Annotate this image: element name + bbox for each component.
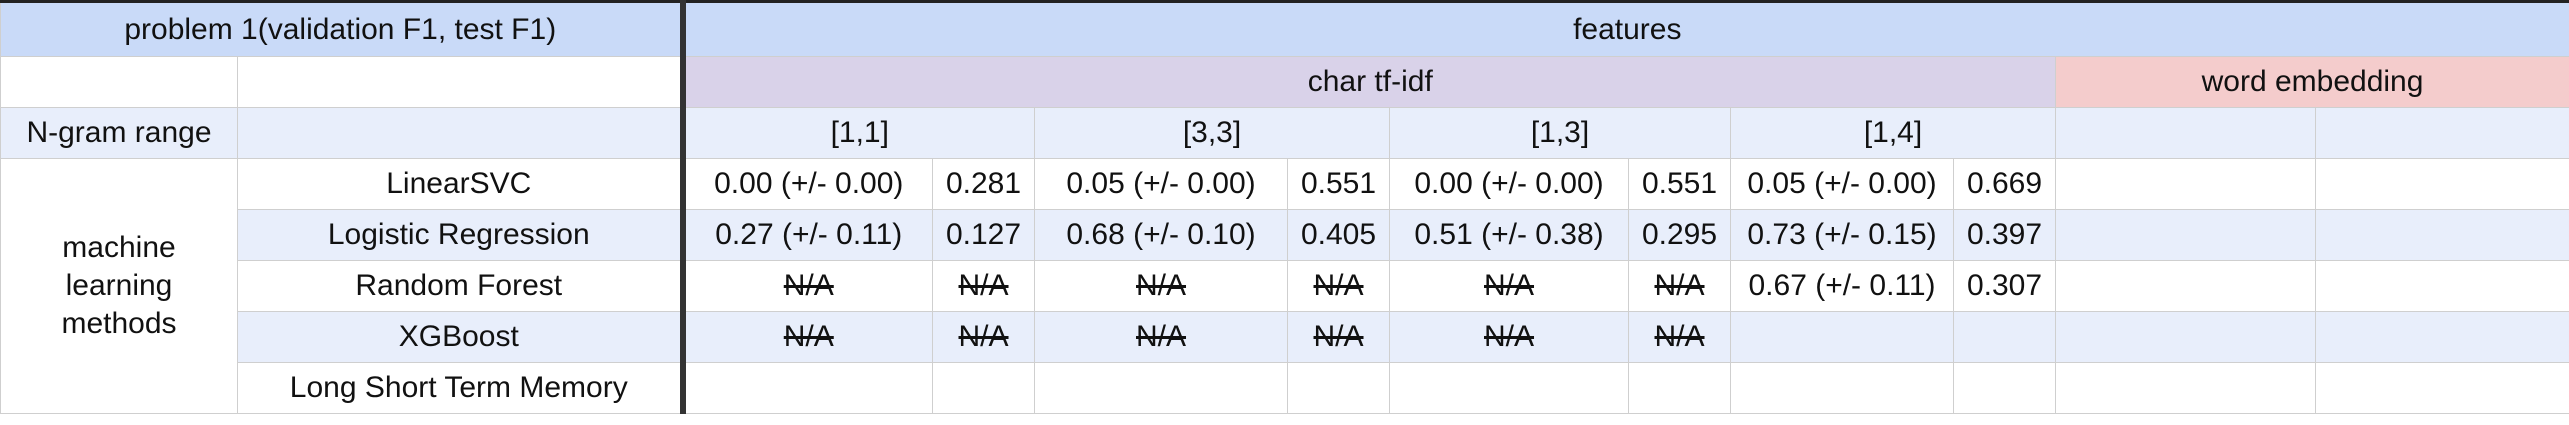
score-cell[interactable]: N/A [1287, 311, 1391, 363]
score-cell[interactable]: 0.127 [932, 209, 1036, 261]
score-cell[interactable] [2055, 209, 2317, 261]
score-cell[interactable] [932, 362, 1036, 414]
score-cell[interactable] [2055, 260, 2317, 312]
ngram-label-cell[interactable]: N-gram range [0, 107, 238, 159]
score-cell[interactable] [1730, 311, 1955, 363]
score-cell[interactable] [2315, 209, 2569, 261]
score-cell[interactable]: 0.295 [1628, 209, 1732, 261]
score-cell[interactable] [2055, 158, 2317, 210]
score-cell[interactable]: N/A [1389, 260, 1630, 312]
score-cell[interactable]: 0.405 [1287, 209, 1391, 261]
score-cell[interactable]: 0.27 (+/- 0.11) [682, 209, 934, 261]
score-cell[interactable] [1730, 362, 1955, 414]
score-cell[interactable] [1628, 362, 1732, 414]
score-cell[interactable]: N/A [1034, 260, 1289, 312]
results-table: problem 1(validation F1, test F1) featur… [0, 0, 2569, 414]
method-name-cell[interactable]: Long Short Term Memory [236, 362, 686, 414]
score-cell[interactable]: 0.397 [1953, 209, 2057, 261]
score-cell[interactable]: 0.68 (+/- 0.10) [1034, 209, 1289, 261]
ngram-range-cell[interactable]: [1,1] [682, 107, 1036, 159]
score-cell[interactable] [1389, 362, 1630, 414]
score-cell[interactable]: N/A [682, 311, 934, 363]
score-cell[interactable] [2055, 311, 2317, 363]
score-cell[interactable]: N/A [1034, 311, 1289, 363]
score-cell[interactable] [1953, 362, 2057, 414]
score-cell[interactable]: 0.281 [932, 158, 1036, 210]
method-name-cell[interactable]: XGBoost [236, 311, 686, 363]
score-cell[interactable]: 0.05 (+/- 0.00) [1730, 158, 1955, 210]
table-row: Random Forest N/A N/A N/A N/A N/A N/A 0.… [1, 260, 2569, 312]
header-row-1: problem 1(validation F1, test F1) featur… [0, 0, 2569, 57]
score-cell[interactable] [2315, 260, 2569, 312]
score-cell[interactable]: N/A [932, 311, 1036, 363]
table-row: Logistic Regression 0.27 (+/- 0.11) 0.12… [1, 209, 2569, 261]
score-cell[interactable]: N/A [1628, 260, 1732, 312]
word-embedding-header-cell[interactable]: word embedding [2055, 56, 2569, 108]
score-cell[interactable]: 0.669 [1953, 158, 2057, 210]
method-name-cell[interactable]: Logistic Regression [236, 209, 686, 261]
score-cell[interactable]: N/A [1628, 311, 1732, 363]
table-row: machine learning methods LinearSVC 0.00 … [0, 158, 2569, 414]
score-cell[interactable] [2315, 311, 2569, 363]
score-cell[interactable]: 0.551 [1628, 158, 1732, 210]
score-cell[interactable] [1034, 362, 1289, 414]
score-cell[interactable]: 0.307 [1953, 260, 2057, 312]
score-cell[interactable]: 0.00 (+/- 0.00) [1389, 158, 1630, 210]
empty-cell[interactable] [2315, 107, 2569, 159]
empty-cell[interactable] [2055, 107, 2317, 159]
ngram-row: N-gram range [1,1] [3,3] [1,3] [1,4] [0, 107, 2569, 159]
score-cell[interactable]: 0.51 (+/- 0.38) [1389, 209, 1630, 261]
empty-cell[interactable] [0, 56, 238, 108]
score-cell[interactable]: 0.67 (+/- 0.11) [1730, 260, 1955, 312]
problem-title-cell[interactable]: problem 1(validation F1, test F1) [0, 0, 686, 57]
empty-cell[interactable] [236, 56, 686, 108]
score-cell[interactable]: N/A [1287, 260, 1391, 312]
char-tfidf-header-cell[interactable]: char tf-idf [682, 56, 2057, 108]
score-cell[interactable]: 0.05 (+/- 0.00) [1034, 158, 1289, 210]
table-row: XGBoost N/A N/A N/A N/A N/A N/A [1, 311, 2569, 363]
score-cell[interactable]: 0.73 (+/- 0.15) [1730, 209, 1955, 261]
method-name-cell[interactable]: Random Forest [236, 260, 686, 312]
score-cell[interactable] [2315, 158, 2569, 210]
score-cell[interactable] [1953, 311, 2057, 363]
table-row: Long Short Term Memory [1, 362, 2569, 414]
method-name-cell[interactable]: LinearSVC [236, 158, 686, 210]
score-cell[interactable]: 0.00 (+/- 0.00) [682, 158, 934, 210]
score-cell[interactable] [2315, 362, 2569, 414]
score-cell[interactable]: N/A [682, 260, 934, 312]
ngram-range-cell[interactable]: [1,3] [1389, 107, 1732, 159]
header-row-2: char tf-idf word embedding [0, 56, 2569, 108]
empty-cell[interactable] [236, 107, 686, 159]
score-cell[interactable] [1287, 362, 1391, 414]
score-cell[interactable] [2055, 362, 2317, 414]
score-cell[interactable] [682, 362, 934, 414]
score-cell[interactable]: N/A [1389, 311, 1630, 363]
features-title-cell[interactable]: features [682, 0, 2569, 57]
ngram-range-cell[interactable]: [1,4] [1730, 107, 2057, 159]
score-cell[interactable]: 0.551 [1287, 158, 1391, 210]
score-cell[interactable]: N/A [932, 260, 1036, 312]
methods-group-label-cell[interactable]: machine learning methods [0, 158, 238, 414]
ngram-range-cell[interactable]: [3,3] [1034, 107, 1391, 159]
